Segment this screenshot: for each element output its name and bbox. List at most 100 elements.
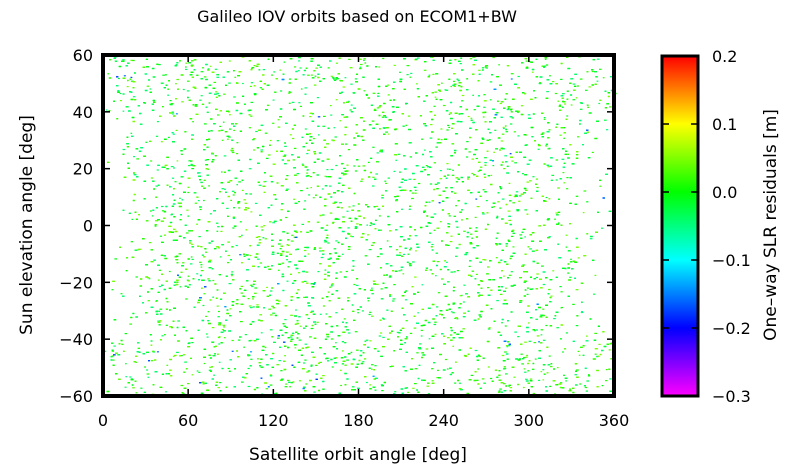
data-point	[219, 125, 222, 127]
data-point	[203, 362, 206, 365]
data-point	[431, 368, 434, 370]
data-point	[303, 362, 306, 364]
data-point	[306, 153, 309, 155]
data-point	[335, 342, 337, 344]
data-point	[562, 351, 564, 353]
data-point	[420, 335, 423, 337]
data-point	[288, 102, 291, 104]
data-point	[269, 329, 273, 331]
data-point	[218, 361, 221, 363]
data-point	[241, 56, 245, 58]
data-point	[434, 91, 437, 93]
data-point	[347, 332, 351, 334]
data-point	[565, 234, 568, 236]
data-point	[295, 309, 297, 311]
data-point	[306, 231, 309, 233]
data-point	[548, 288, 551, 291]
data-point	[269, 384, 273, 386]
data-point	[232, 227, 235, 229]
data-point	[525, 60, 528, 62]
data-point	[368, 249, 372, 251]
data-point	[171, 177, 175, 179]
data-point	[147, 300, 150, 302]
data-point	[366, 224, 369, 226]
data-point	[423, 69, 427, 71]
data-point	[205, 315, 208, 317]
data-point	[330, 114, 333, 116]
data-point	[164, 74, 167, 76]
data-point	[524, 236, 526, 238]
data-point	[450, 85, 453, 88]
data-point	[350, 83, 353, 85]
data-point	[509, 123, 513, 125]
data-point	[452, 345, 455, 347]
data-point	[414, 383, 417, 385]
data-point	[450, 311, 453, 313]
data-point	[121, 343, 124, 345]
data-point	[277, 119, 280, 121]
data-point	[103, 350, 107, 352]
data-point	[354, 331, 358, 333]
data-point	[454, 382, 457, 384]
data-point	[375, 205, 379, 207]
data-point	[605, 369, 608, 371]
data-point	[240, 292, 244, 294]
data-point	[435, 275, 437, 277]
data-point	[329, 286, 332, 288]
data-point	[327, 67, 330, 69]
data-point	[506, 346, 509, 348]
data-point	[221, 139, 224, 141]
data-point	[279, 69, 282, 71]
data-point	[575, 97, 578, 99]
data-point	[350, 351, 353, 353]
data-point	[200, 71, 204, 73]
data-point	[367, 234, 370, 236]
data-point	[228, 60, 231, 62]
data-point	[540, 334, 543, 336]
data-point	[318, 247, 322, 249]
data-point	[372, 185, 375, 187]
data-point	[446, 168, 449, 170]
data-point	[526, 66, 529, 68]
data-point	[217, 226, 220, 228]
data-point	[169, 112, 173, 114]
data-point	[421, 138, 424, 140]
data-point	[122, 59, 125, 61]
data-point	[374, 365, 377, 367]
data-point	[596, 80, 599, 82]
data-point	[262, 69, 266, 71]
data-point	[270, 290, 273, 292]
data-point	[228, 283, 232, 285]
data-point	[105, 109, 108, 111]
data-point	[447, 281, 450, 283]
data-point	[371, 368, 373, 370]
data-point	[175, 113, 178, 115]
data-point	[250, 115, 253, 117]
data-point	[304, 343, 308, 345]
data-point	[217, 316, 220, 318]
data-point	[574, 374, 577, 376]
data-point	[180, 384, 184, 387]
data-point	[401, 208, 404, 210]
data-point	[190, 256, 193, 258]
data-point	[130, 59, 133, 61]
data-point	[250, 82, 253, 84]
data-point	[429, 269, 433, 271]
data-point	[254, 287, 258, 289]
data-point	[503, 168, 506, 170]
data-point	[149, 88, 152, 90]
data-point	[330, 168, 334, 171]
data-point	[185, 62, 188, 64]
data-point	[305, 383, 308, 385]
data-point	[191, 342, 194, 344]
data-point	[536, 273, 539, 275]
data-point	[231, 151, 235, 154]
data-point	[434, 183, 438, 185]
data-point	[353, 283, 356, 286]
data-point	[271, 74, 274, 76]
data-point	[287, 266, 290, 268]
data-point	[526, 354, 529, 356]
data-point	[380, 288, 383, 290]
data-point	[510, 73, 514, 75]
data-point	[125, 363, 127, 365]
